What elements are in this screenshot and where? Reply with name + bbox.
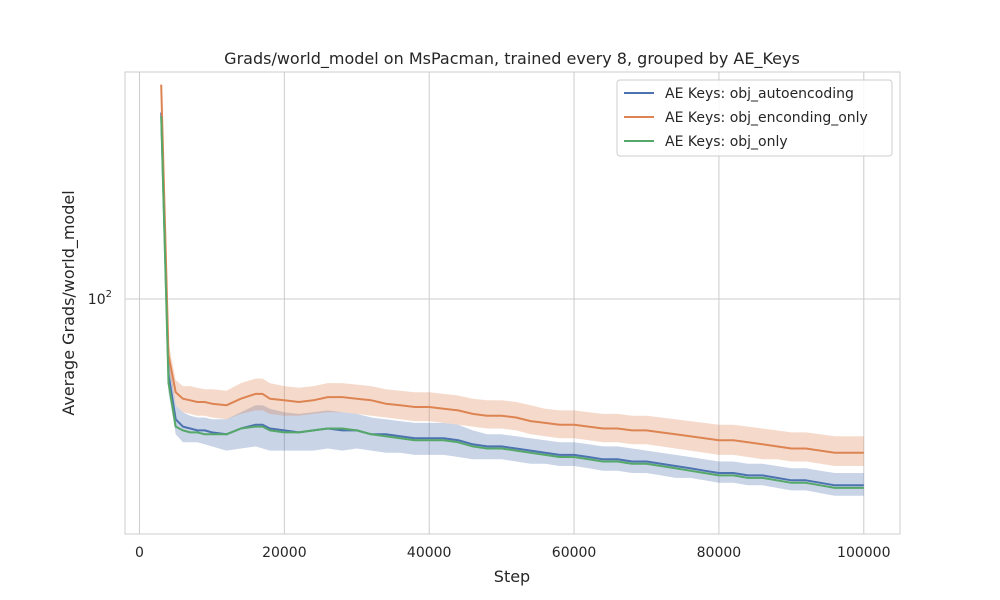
x-tick-label: 0 xyxy=(135,545,144,561)
x-tick-label: 20000 xyxy=(262,545,307,561)
legend: AE Keys: obj_autoencoding AE Keys: obj_en… xyxy=(616,79,893,157)
x-ticks: 0 20000 40000 60000 80000 100000 xyxy=(135,545,890,561)
series-line xyxy=(160,116,864,489)
x-tick-label: 40000 xyxy=(407,545,452,561)
legend-label: AE Keys: obj_only xyxy=(665,134,788,150)
x-tick-label: 100000 xyxy=(837,545,890,561)
x-tick-label: 80000 xyxy=(697,545,742,561)
series-lines xyxy=(160,84,864,489)
y-axis-title: Average Grads/world_model xyxy=(59,190,79,415)
x-axis-title: Step xyxy=(494,567,530,586)
legend-label: AE Keys: obj_enconding_only xyxy=(665,110,868,126)
series-line xyxy=(160,84,864,454)
y-tick-label: 102 xyxy=(88,289,112,308)
x-tick-label: 60000 xyxy=(552,545,597,561)
y-ticks: 102 xyxy=(88,289,112,308)
y-tick-exponent: 2 xyxy=(106,289,112,300)
legend-label: AE Keys: obj_autoencoding xyxy=(665,86,854,102)
legend-box xyxy=(616,79,893,157)
legend-items: AE Keys: obj_autoencoding AE Keys: obj_en… xyxy=(624,86,868,150)
chart-title: Grads/world_model on MsPacman, trained e… xyxy=(224,49,800,69)
